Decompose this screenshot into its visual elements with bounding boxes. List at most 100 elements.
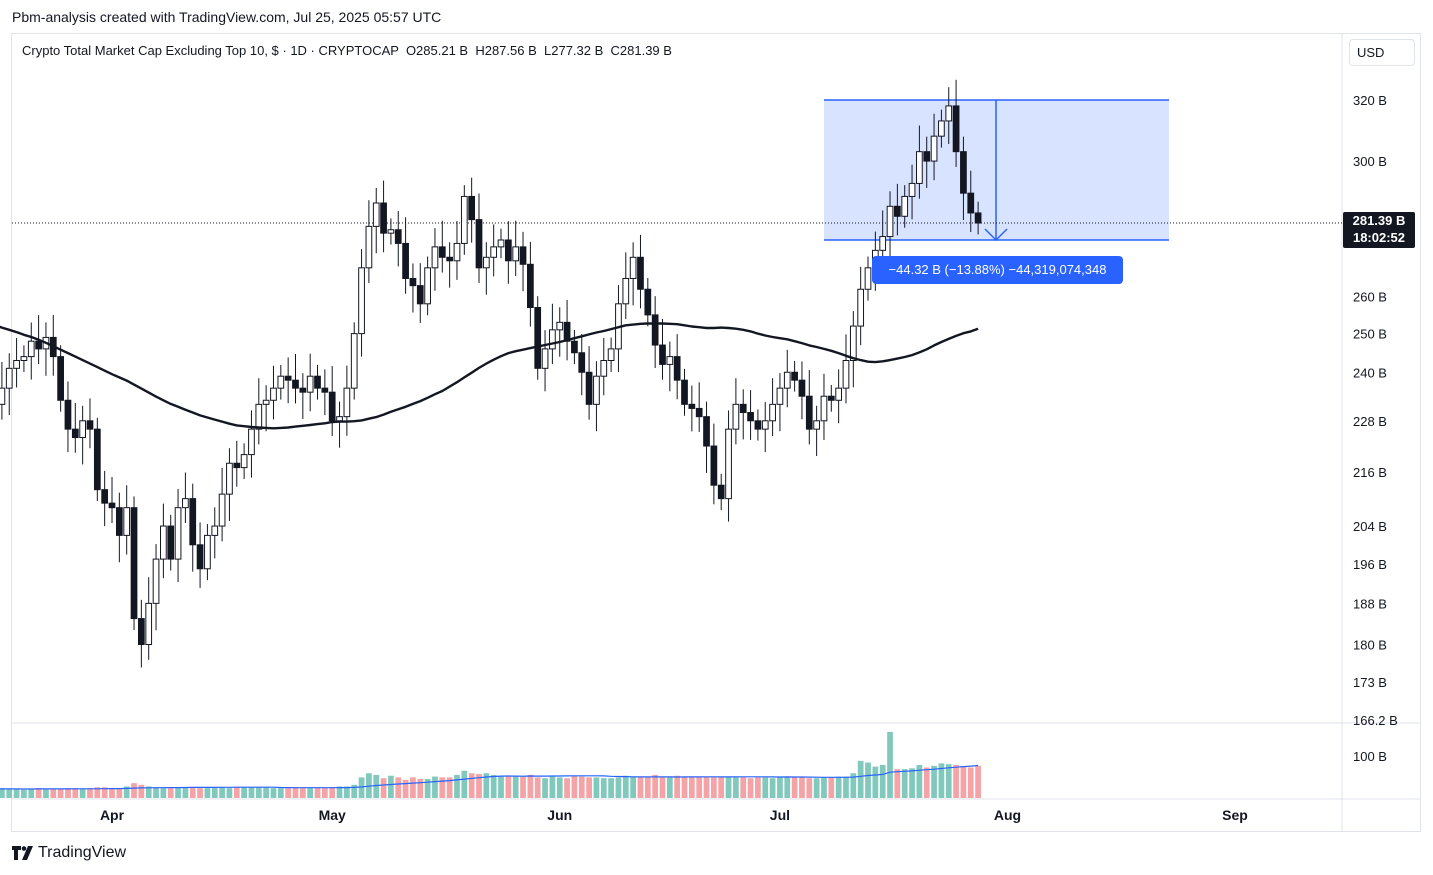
volume-bar (938, 763, 945, 798)
candle-body (504, 239, 512, 262)
volume-bar (35, 788, 42, 798)
candle-body (35, 340, 42, 350)
volume-bar (894, 769, 901, 798)
candle-body (226, 462, 233, 495)
candle-body (137, 618, 145, 646)
volume-bar (270, 788, 277, 798)
candle-body (130, 507, 138, 620)
volume-bar (285, 788, 292, 798)
volume-bar (784, 776, 791, 798)
volume-bar (791, 777, 798, 798)
candle-body (299, 387, 307, 393)
volume-bar (468, 773, 475, 798)
volume-bar (241, 787, 247, 798)
tradingview-icon (12, 846, 33, 860)
x-tick-label: Jul (770, 807, 790, 823)
volume-bar (857, 760, 864, 798)
y-tick-label: 180 B (1353, 638, 1387, 653)
volume-bar (630, 776, 636, 798)
volume-bar (975, 765, 981, 798)
candle-body (754, 420, 762, 430)
volume-bar (483, 773, 490, 798)
volume-bar (395, 777, 402, 798)
volume-bar (637, 777, 644, 798)
volume-bar (476, 774, 482, 798)
candle-body (5, 367, 13, 389)
volume-bar (145, 786, 152, 798)
volume-bar (600, 778, 607, 798)
volume-bar (879, 765, 886, 798)
volume-bar (843, 776, 849, 798)
volume-bar (380, 778, 387, 798)
volume-bar (160, 788, 167, 798)
volume-bar (799, 776, 805, 798)
candle-body (255, 403, 263, 430)
candle-body (732, 403, 740, 430)
x-tick-label: Sep (1222, 807, 1248, 823)
measure-label[interactable]: −44.32 B (−13.88%) −44,319,074,348 (872, 256, 1123, 284)
volume-bar (226, 788, 233, 798)
candle-body (813, 420, 820, 430)
volume-bar (87, 788, 93, 798)
candle-body (703, 416, 710, 447)
volume-bar (718, 777, 725, 798)
candle-body (93, 428, 101, 491)
candle-body (908, 182, 916, 197)
volume-bar (703, 776, 710, 798)
candle-body (402, 242, 409, 279)
volume-bar (813, 778, 820, 798)
volume-bar (454, 774, 460, 798)
volume-bar (277, 788, 284, 798)
volume-bar (835, 776, 842, 798)
volume-bar (373, 774, 380, 798)
last-price-badge: 281.39 B 18:02:52 (1343, 212, 1415, 248)
candle-body (343, 387, 351, 418)
volume-bar (865, 762, 871, 798)
volume-bar (622, 775, 629, 798)
y-tick-label: 216 B (1353, 465, 1387, 480)
legend-close: C281.39 B (610, 43, 672, 58)
candle-body (945, 105, 953, 122)
candle-body (218, 493, 226, 527)
volume-bar (696, 777, 703, 798)
candle-body (519, 246, 527, 265)
candle-body (270, 387, 277, 401)
footer-brand: TradingView (38, 844, 127, 861)
candle-body (79, 420, 87, 439)
candle-body (387, 229, 395, 234)
y-tick-label: 196 B (1353, 557, 1387, 572)
volume-bar (153, 787, 159, 798)
candle-body (681, 379, 688, 405)
volume-bar (923, 767, 930, 798)
volume-bar (549, 776, 556, 798)
candle-body (248, 428, 255, 456)
volume-bar (263, 787, 269, 798)
candle-body (409, 277, 417, 287)
volume-bar (769, 778, 776, 798)
candle-body (967, 192, 975, 214)
candle-body (673, 356, 681, 381)
volume-bar (777, 777, 783, 798)
candle-body (490, 246, 498, 258)
volume-bar (21, 789, 27, 798)
candle-body (549, 329, 556, 350)
volume-bar (681, 776, 688, 798)
volume-bar (255, 787, 262, 798)
currency-button[interactable]: USD (1349, 39, 1415, 66)
volume-bar (586, 777, 592, 798)
legend-symbol[interactable]: Crypto Total Market Cap Excluding Top 10… (22, 43, 399, 58)
volume-bar (65, 788, 71, 798)
volume-bar (189, 787, 196, 798)
candle-body (167, 525, 175, 560)
candle-body (365, 225, 373, 269)
candle-body (182, 498, 189, 509)
volume-bar (204, 788, 211, 798)
tradingview-logo[interactable]: TradingView (12, 844, 126, 862)
volume-bar (945, 764, 952, 798)
volume-bar (578, 776, 585, 798)
candle-body (196, 544, 204, 570)
candle-body (27, 340, 35, 358)
volume-bar (109, 788, 115, 798)
volume-bar (806, 778, 813, 798)
